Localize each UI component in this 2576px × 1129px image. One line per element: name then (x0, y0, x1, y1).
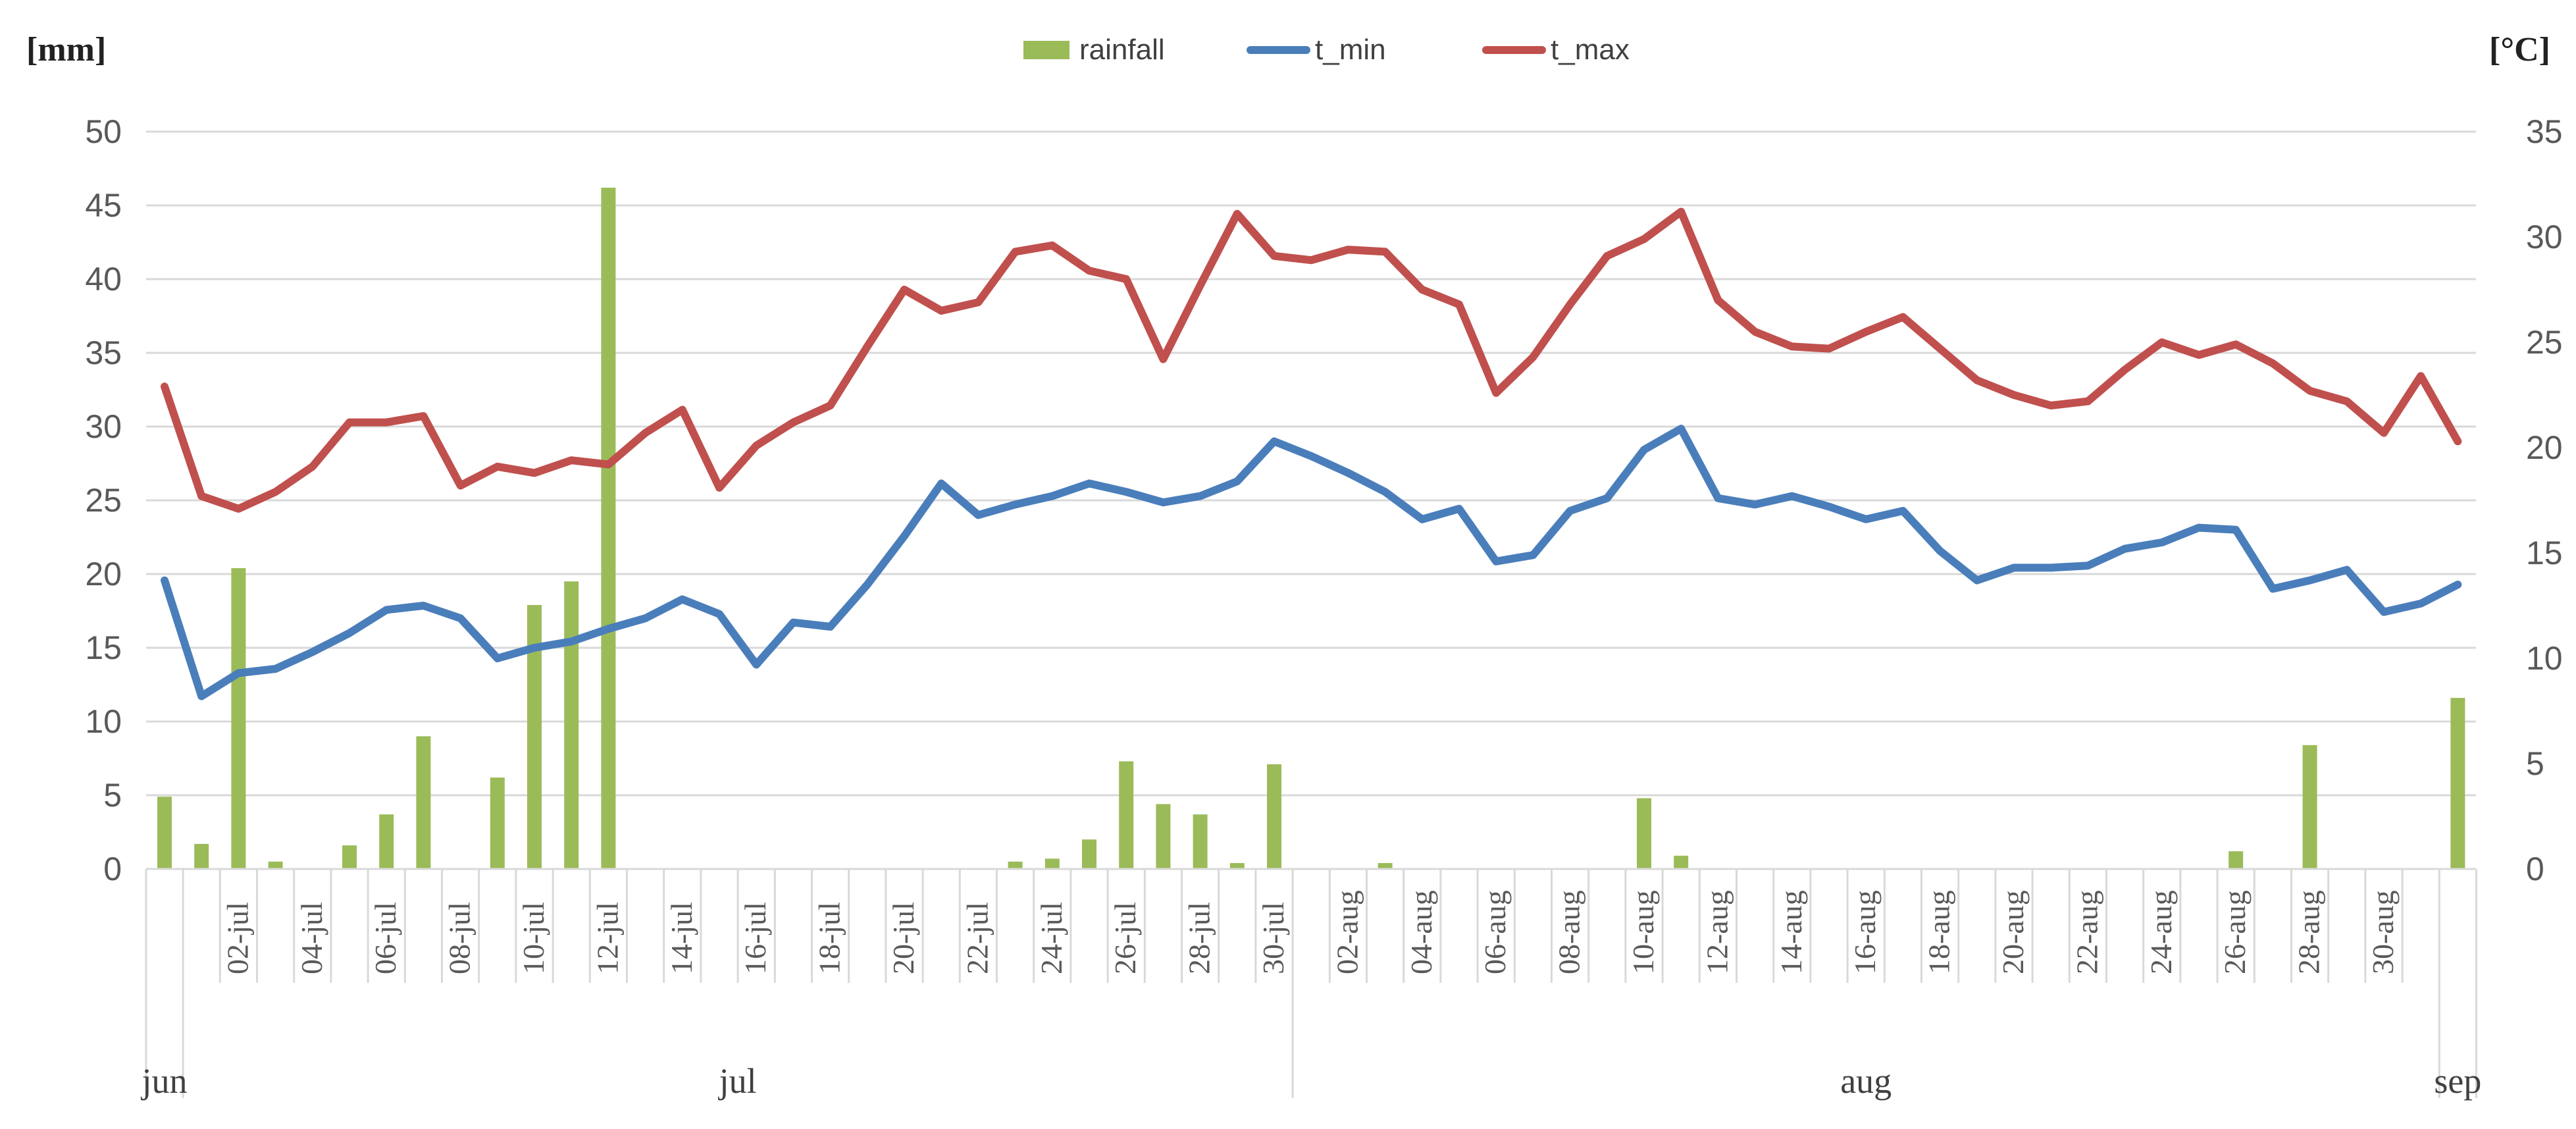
date-tick-label: 16-jul (738, 902, 772, 974)
month-label: jun (140, 1061, 187, 1101)
legend-t-max: t_max (1551, 34, 1630, 66)
rainfall-bar (490, 777, 505, 869)
date-tick-label: 02-jul (220, 902, 254, 974)
rainfall-bars (157, 188, 2465, 869)
date-tick-label: 28-jul (1183, 902, 1216, 974)
rainfall-bar (379, 814, 394, 869)
date-tick-label: 04-aug (1404, 890, 1438, 974)
rainfall-bar (1267, 764, 1281, 869)
legend-t-min: t_min (1315, 34, 1386, 66)
rainfall-bar (601, 188, 616, 869)
date-tick-label: 24-jul (1035, 902, 1068, 974)
date-tick-label: 04-jul (295, 902, 328, 974)
date-tick-label: 22-aug (2070, 890, 2103, 974)
left-tick-label: 40 (85, 261, 122, 298)
date-tick-label: 18-jul (813, 902, 846, 974)
date-tick-label: 24-aug (2144, 890, 2178, 974)
rainfall-bar (1193, 814, 1208, 869)
rainfall-bar (2228, 851, 2244, 869)
month-label: aug (1840, 1061, 1892, 1101)
date-tick-label: 30-aug (2366, 890, 2400, 974)
date-tick-label: 12-aug (1700, 890, 1734, 974)
date-tick-label: 20-aug (1996, 890, 2030, 974)
rainfall-bar (2302, 745, 2317, 869)
month-label: jul (718, 1061, 757, 1101)
left-axis-ticks: 0 5 10 15 20 25 30 35 40 45 50 (85, 113, 122, 887)
rainfall-bar (527, 605, 542, 869)
rainfall-bar (342, 845, 357, 869)
temperature-lines (161, 207, 2462, 700)
left-tick-label: 5 (103, 777, 122, 814)
rainfall-bar (231, 568, 246, 869)
right-tick-label: 35 (2526, 113, 2563, 150)
date-tick-label: 10-jul (517, 902, 550, 974)
date-tick-label: 26-aug (2218, 890, 2252, 974)
right-tick-label: 5 (2526, 745, 2544, 782)
rainfall-bar (2450, 698, 2465, 869)
date-tick-label: 02-aug (1330, 890, 1364, 974)
right-tick-label: 15 (2526, 535, 2563, 571)
rainfall-bar (157, 797, 172, 869)
rainfall-bar (1082, 839, 1096, 869)
left-tick-label: 15 (85, 629, 122, 666)
gridlines (146, 130, 2476, 870)
date-tick-label: 10-aug (1626, 890, 1660, 974)
left-tick-label: 30 (85, 408, 122, 445)
left-tick-label: 20 (85, 556, 122, 592)
rainfall-bar (1044, 858, 1060, 869)
right-tick-label: 0 (2526, 851, 2544, 887)
date-tick-label: 14-aug (1774, 890, 1808, 974)
rainfall-bar (1378, 863, 1393, 869)
date-tick-label: 12-jul (590, 902, 624, 974)
date-tick-label: 06-aug (1478, 890, 1512, 974)
right-tick-label: 20 (2526, 429, 2563, 466)
left-tick-label: 35 (85, 334, 122, 371)
left-axis-label: [mm] (26, 31, 106, 68)
t-max-line (161, 207, 2462, 513)
legend-rainfall: rainfall (1079, 34, 1165, 66)
date-tick-label: 08-aug (1553, 890, 1586, 974)
left-tick-label: 0 (103, 851, 122, 887)
date-tick-label: 22-jul (960, 902, 994, 974)
date-tick-label: 20-jul (887, 902, 920, 974)
t-min-line (161, 425, 2462, 700)
left-tick-label: 45 (85, 187, 122, 224)
category-axis: 02-jul 04-jul 06-jul 08-jul 10-jul 12-jul 14-j… (140, 868, 2481, 1101)
left-tick-label: 50 (85, 113, 122, 150)
rainfall-bar (1229, 863, 1245, 869)
month-label: sep (2434, 1061, 2481, 1101)
left-tick-label: 10 (85, 703, 122, 740)
legend-rainfall-swatch (1023, 41, 1069, 59)
rainfall-bar (1008, 861, 1023, 869)
date-tick-label: 30-jul (1256, 902, 1290, 974)
right-axis-ticks: 0 5 10 15 20 25 30 35 (2526, 113, 2563, 887)
rainfall-bar (194, 843, 209, 869)
legend: rainfall t_min t_max (1023, 34, 1630, 66)
date-tick-label: 08-jul (443, 902, 477, 974)
right-axis-label: [°C] (2489, 31, 2550, 68)
right-tick-label: 10 (2526, 640, 2563, 677)
rainfall-bar (268, 861, 283, 869)
date-tick-label: 06-jul (369, 902, 402, 974)
date-tick-label: 16-aug (1848, 890, 1882, 974)
rainfall-bar (1156, 804, 1171, 869)
date-tick-label: 14-jul (665, 902, 698, 974)
rainfall-bar (564, 581, 579, 869)
rainfall-bar (416, 736, 431, 869)
date-tick-label: 28-aug (2292, 890, 2326, 974)
date-tick-label: 18-aug (1922, 890, 1956, 974)
right-tick-label: 25 (2526, 324, 2563, 361)
date-tick-label: 26-jul (1108, 902, 1142, 974)
left-tick-label: 25 (85, 482, 122, 519)
rainfall-bar (1674, 855, 1689, 869)
right-tick-label: 30 (2526, 219, 2563, 255)
rainfall-bar (1637, 798, 1651, 869)
rainfall-bar (1119, 761, 1134, 869)
